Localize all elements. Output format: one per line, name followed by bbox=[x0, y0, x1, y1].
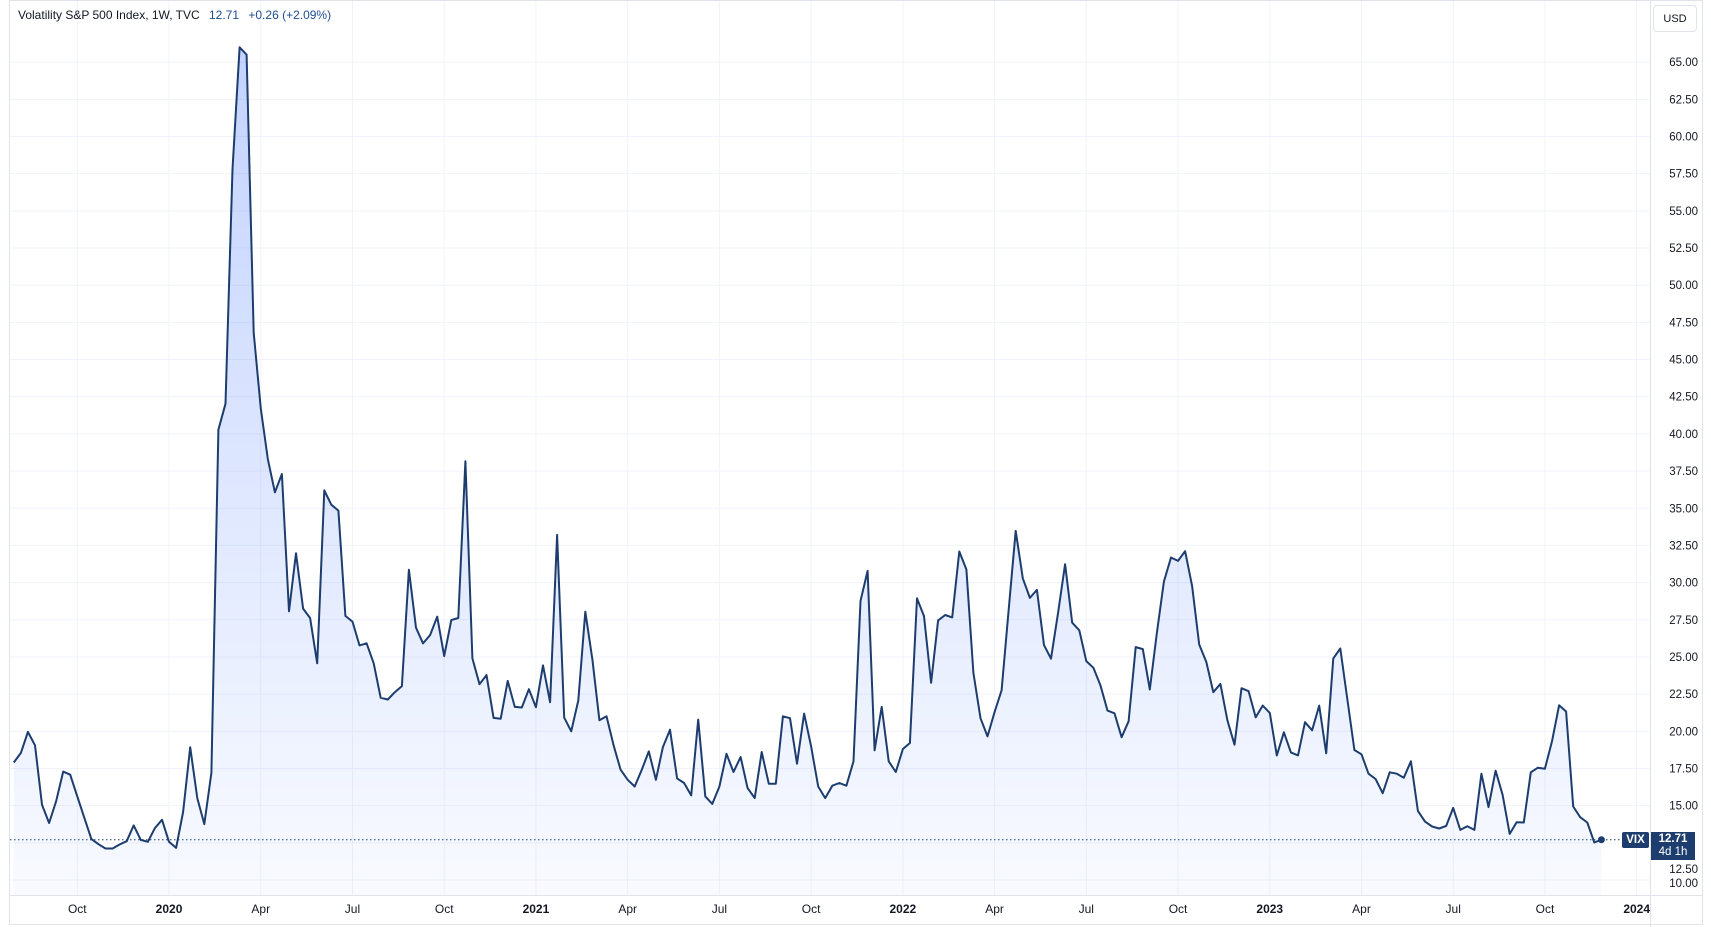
time-tick-label: Apr bbox=[618, 902, 637, 916]
price-tick-label: 27.50 bbox=[1669, 615, 1698, 627]
price-tick-label: 57.50 bbox=[1669, 169, 1698, 181]
time-tick-label: 2022 bbox=[890, 902, 917, 916]
time-tick-label: Jul bbox=[1079, 902, 1094, 916]
price-tick-label: 52.50 bbox=[1669, 243, 1698, 255]
price-tick-label: 40.00 bbox=[1669, 429, 1698, 441]
time-tick-label: Oct bbox=[1536, 902, 1555, 916]
area-fill bbox=[13, 47, 1602, 896]
legend-change: +0.26 (+2.09%) bbox=[248, 8, 332, 22]
price-tick-label: 12.50 bbox=[1669, 864, 1698, 876]
time-tick-label: Oct bbox=[1169, 902, 1188, 916]
time-tick-label: Oct bbox=[802, 902, 821, 916]
time-tick-label: Apr bbox=[1352, 902, 1371, 916]
price-tick-label: 47.50 bbox=[1669, 317, 1698, 329]
symbol-badge: VIX bbox=[1622, 832, 1649, 848]
currency-button[interactable]: USD bbox=[1653, 5, 1697, 32]
time-tick-label: 2020 bbox=[156, 902, 183, 916]
plot-area[interactable] bbox=[10, 46, 1622, 896]
price-tick-label: 65.00 bbox=[1669, 57, 1698, 69]
time-tick-label: Apr bbox=[251, 902, 270, 916]
price-badge: 12.71 4d 1h bbox=[1651, 832, 1695, 860]
price-badge-value: 12.71 bbox=[1658, 833, 1688, 845]
price-tick-label: 60.00 bbox=[1669, 132, 1698, 144]
series-line bbox=[12, 46, 1602, 850]
price-tick-label: 62.50 bbox=[1669, 94, 1698, 106]
time-tick-label: Jul bbox=[1446, 902, 1461, 916]
price-tick-label: 15.00 bbox=[1669, 801, 1698, 813]
chart-frame bbox=[9, 0, 1703, 925]
time-tick-label: 2023 bbox=[1256, 902, 1283, 916]
time-tick-label: Apr bbox=[985, 902, 1004, 916]
time-axis[interactable]: Oct 2020 Apr Jul Oct 2021 Apr Jul Oct 2022 Apr Jul O… bbox=[68, 902, 1650, 916]
last-point-marker bbox=[1597, 836, 1605, 844]
legend-last-value: 12.71 bbox=[209, 8, 240, 22]
price-tick-label: 35.00 bbox=[1669, 503, 1698, 515]
price-tick-label: 42.50 bbox=[1669, 392, 1698, 404]
price-axis[interactable]: 10.00 12.50 15.00 17.50 20.00 22.50 25.00 27.50… bbox=[1669, 57, 1698, 890]
price-tick-label: 25.00 bbox=[1669, 652, 1698, 664]
price-badge-countdown: 4d 1h bbox=[1658, 846, 1688, 858]
time-tick-label: 2024 bbox=[1623, 902, 1650, 916]
series-legend: Volatility S&P 500 Index, 1W, TVC 12.71 … bbox=[18, 8, 331, 22]
price-tick-label: 20.00 bbox=[1669, 726, 1698, 738]
time-tick-label: Jul bbox=[712, 902, 727, 916]
time-tick-label: 2021 bbox=[523, 902, 550, 916]
price-tick-label: 17.50 bbox=[1669, 763, 1698, 775]
price-tick-label: 30.00 bbox=[1669, 578, 1698, 590]
price-tick-label: 55.00 bbox=[1669, 206, 1698, 218]
time-tick-label: Oct bbox=[68, 902, 87, 916]
price-tick-label: 22.50 bbox=[1669, 689, 1698, 701]
price-tick-label: 50.00 bbox=[1669, 280, 1698, 292]
legend-title: Volatility S&P 500 Index, 1W, TVC bbox=[18, 8, 200, 22]
price-tick-label: 32.50 bbox=[1669, 540, 1698, 552]
price-tick-label: 10.00 bbox=[1669, 878, 1698, 890]
time-tick-label: Oct bbox=[435, 902, 454, 916]
time-tick-label: Jul bbox=[345, 902, 360, 916]
price-tick-label: 37.50 bbox=[1669, 466, 1698, 478]
price-tick-label: 45.00 bbox=[1669, 355, 1698, 367]
